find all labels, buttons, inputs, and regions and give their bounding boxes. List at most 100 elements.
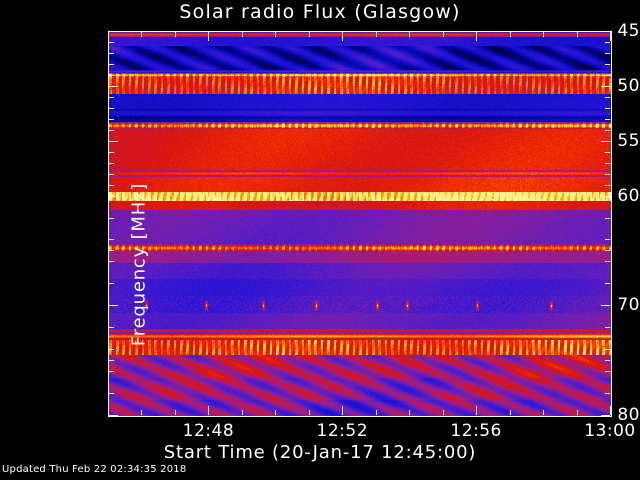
- x-axis-minor-tick: [309, 32, 310, 37]
- y-axis-major-tick: [601, 141, 610, 142]
- x-axis-major-tick: [476, 406, 477, 415]
- y-axis-minor-tick: [109, 218, 114, 219]
- y-axis-major-tick: [601, 86, 610, 87]
- y-axis-tick-label: 45: [617, 21, 640, 41]
- y-axis-minor-tick: [605, 130, 610, 131]
- x-axis-minor-tick: [409, 32, 410, 37]
- x-axis-major-tick: [610, 406, 611, 415]
- y-axis-minor-tick: [605, 75, 610, 76]
- y-axis-minor-tick: [109, 393, 114, 394]
- x-axis-minor-tick: [242, 410, 243, 415]
- y-axis-minor-tick: [605, 349, 610, 350]
- y-axis-major-tick: [601, 31, 610, 32]
- x-axis-tick-label: 12:48: [182, 421, 235, 441]
- x-axis-major-tick: [610, 32, 611, 41]
- x-axis-minor-tick: [242, 32, 243, 37]
- y-axis-minor-tick: [109, 283, 114, 284]
- y-axis-minor-tick: [605, 250, 610, 251]
- y-axis-major-tick: [601, 196, 610, 197]
- updated-timestamp: Updated Thu Feb 22 02:34:35 2018: [2, 464, 187, 475]
- x-axis-minor-tick: [175, 410, 176, 415]
- x-axis-tick-label: 13:00: [584, 421, 636, 441]
- x-axis-major-tick: [342, 406, 343, 415]
- y-axis-tick-label: 80: [617, 405, 640, 425]
- x-axis-major-tick: [208, 32, 209, 41]
- y-axis-minor-tick: [605, 108, 610, 109]
- x-axis-minor-tick: [543, 32, 544, 37]
- x-axis-minor-tick: [443, 32, 444, 37]
- y-axis-minor-tick: [605, 360, 610, 361]
- y-axis-tick-label: 60: [617, 185, 640, 206]
- y-axis-minor-tick: [109, 185, 114, 186]
- x-axis-minor-tick: [376, 32, 377, 37]
- spectrogram-image: [109, 32, 611, 416]
- x-axis-minor-tick: [141, 32, 142, 37]
- y-axis-minor-tick: [109, 97, 114, 98]
- y-axis-minor-tick: [109, 75, 114, 76]
- x-axis-title: Start Time (20-Jan-17 12:45:00): [163, 442, 477, 463]
- y-axis-minor-tick: [605, 64, 610, 65]
- y-axis-minor-tick: [109, 108, 114, 109]
- y-axis-major-tick: [109, 305, 118, 306]
- y-axis-minor-tick: [109, 360, 114, 361]
- y-axis-minor-tick: [605, 185, 610, 186]
- y-axis-minor-tick: [109, 130, 114, 131]
- x-axis-minor-tick: [543, 410, 544, 415]
- y-axis-minor-tick: [109, 174, 114, 175]
- y-axis-minor-tick: [109, 349, 114, 350]
- y-axis-tick-label: 55: [617, 130, 640, 151]
- x-axis-major-tick: [476, 32, 477, 41]
- y-axis-major-tick: [109, 141, 118, 142]
- y-axis-major-tick: [109, 415, 118, 416]
- y-axis-minor-tick: [605, 327, 610, 328]
- x-axis-minor-tick: [141, 410, 142, 415]
- y-axis-minor-tick: [109, 239, 114, 240]
- y-axis-minor-tick: [109, 42, 114, 43]
- y-axis-minor-tick: [605, 42, 610, 43]
- x-axis-minor-tick: [443, 410, 444, 415]
- y-axis-minor-tick: [109, 261, 114, 262]
- y-axis-minor-tick: [109, 163, 114, 164]
- y-axis-minor-tick: [109, 152, 114, 153]
- y-axis-minor-tick: [605, 152, 610, 153]
- x-axis-minor-tick: [409, 410, 410, 415]
- x-axis-tick-label: 12:56: [450, 421, 502, 441]
- y-axis-major-tick: [109, 31, 118, 32]
- x-axis-minor-tick: [510, 410, 511, 415]
- x-axis-minor-tick: [510, 32, 511, 37]
- y-axis-minor-tick: [109, 119, 114, 120]
- spectrogram-plot-area: [108, 31, 612, 417]
- y-axis-minor-tick: [605, 97, 610, 98]
- y-axis-major-tick: [601, 305, 610, 306]
- y-axis-minor-tick: [605, 371, 610, 372]
- y-axis-minor-tick: [605, 218, 610, 219]
- x-axis-minor-tick: [376, 410, 377, 415]
- y-axis-minor-tick: [109, 371, 114, 372]
- page-title: Solar radio Flux (Glasgow): [179, 1, 461, 23]
- x-axis-minor-tick: [275, 32, 276, 37]
- x-axis-major-tick: [208, 406, 209, 415]
- y-axis-minor-tick: [605, 393, 610, 394]
- y-axis-minor-tick: [109, 53, 114, 54]
- y-axis-minor-tick: [605, 174, 610, 175]
- x-axis-minor-tick: [309, 410, 310, 415]
- y-axis-minor-tick: [109, 327, 114, 328]
- x-axis-minor-tick: [577, 410, 578, 415]
- y-axis-minor-tick: [605, 53, 610, 54]
- x-axis-major-tick: [342, 32, 343, 41]
- y-axis-minor-tick: [605, 239, 610, 240]
- y-axis-major-tick: [601, 415, 610, 416]
- y-axis-minor-tick: [605, 119, 610, 120]
- y-axis-tick-label: 70: [617, 295, 640, 316]
- y-axis-minor-tick: [109, 64, 114, 65]
- x-axis-minor-tick: [175, 32, 176, 37]
- y-axis-tick-label: 50: [617, 75, 640, 96]
- y-axis-minor-tick: [605, 261, 610, 262]
- x-axis-tick-label: 12:52: [316, 421, 369, 441]
- y-axis-major-tick: [109, 196, 118, 197]
- y-axis-major-tick: [109, 86, 118, 87]
- y-axis-minor-tick: [605, 163, 610, 164]
- x-axis-minor-tick: [577, 32, 578, 37]
- y-axis-minor-tick: [109, 250, 114, 251]
